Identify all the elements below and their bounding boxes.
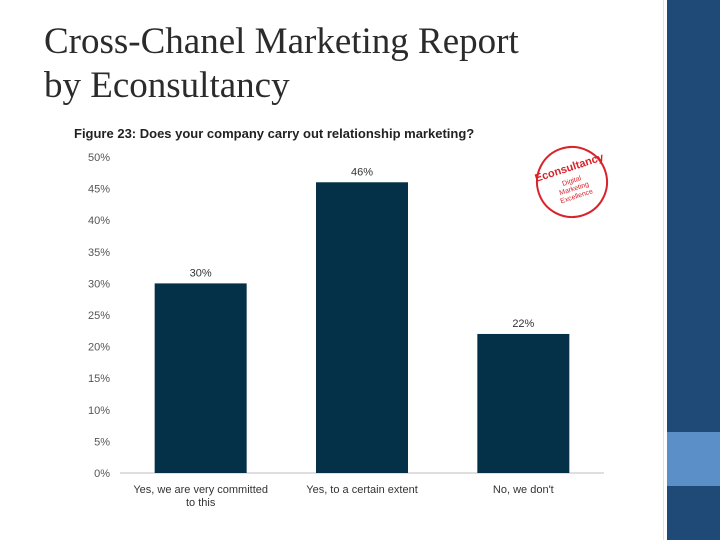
slide-title: Cross-Chanel Marketing Report by Econsul… (44, 20, 644, 108)
x-tick-label: to this (186, 497, 216, 509)
chart-figure: Figure 23: Does your company carry out r… (62, 124, 618, 516)
bar (154, 283, 247, 473)
y-tick-label: 0% (94, 468, 110, 480)
y-tick-label: 40% (88, 215, 110, 227)
y-tick-label: 25% (88, 310, 110, 322)
y-tick-label: 50% (88, 152, 110, 164)
chart-title: Figure 23: Does your company carry out r… (74, 126, 475, 141)
bar (316, 182, 408, 473)
bar-chart: 0% 5% 10% 15% 20% 25% 30% 35% 40% 45% 50% 30% Yes, w… (88, 152, 604, 509)
side-accent (667, 432, 720, 486)
y-tick-label: 30% (88, 278, 110, 290)
y-tick-label: 15% (88, 373, 110, 385)
slide-divider (663, 0, 664, 540)
y-tick-label: 10% (88, 405, 110, 417)
slide-title-line-1: Cross-Chanel Marketing Report (44, 21, 519, 62)
y-tick-label: 45% (88, 184, 110, 196)
y-tick-label: 5% (94, 436, 110, 448)
data-label: 46% (351, 166, 373, 178)
x-tick-label: No, we don't (493, 484, 554, 496)
bar (477, 333, 570, 473)
y-tick-label: 35% (88, 247, 110, 259)
data-label: 30% (190, 267, 212, 279)
x-tick-label: Yes, to a certain extent (306, 484, 418, 496)
slide-title-line-2: by Econsultancy (44, 65, 290, 106)
x-tick-label: Yes, we are very committed (133, 484, 268, 496)
data-label: 22% (512, 318, 534, 330)
y-tick-label: 20% (88, 342, 110, 354)
